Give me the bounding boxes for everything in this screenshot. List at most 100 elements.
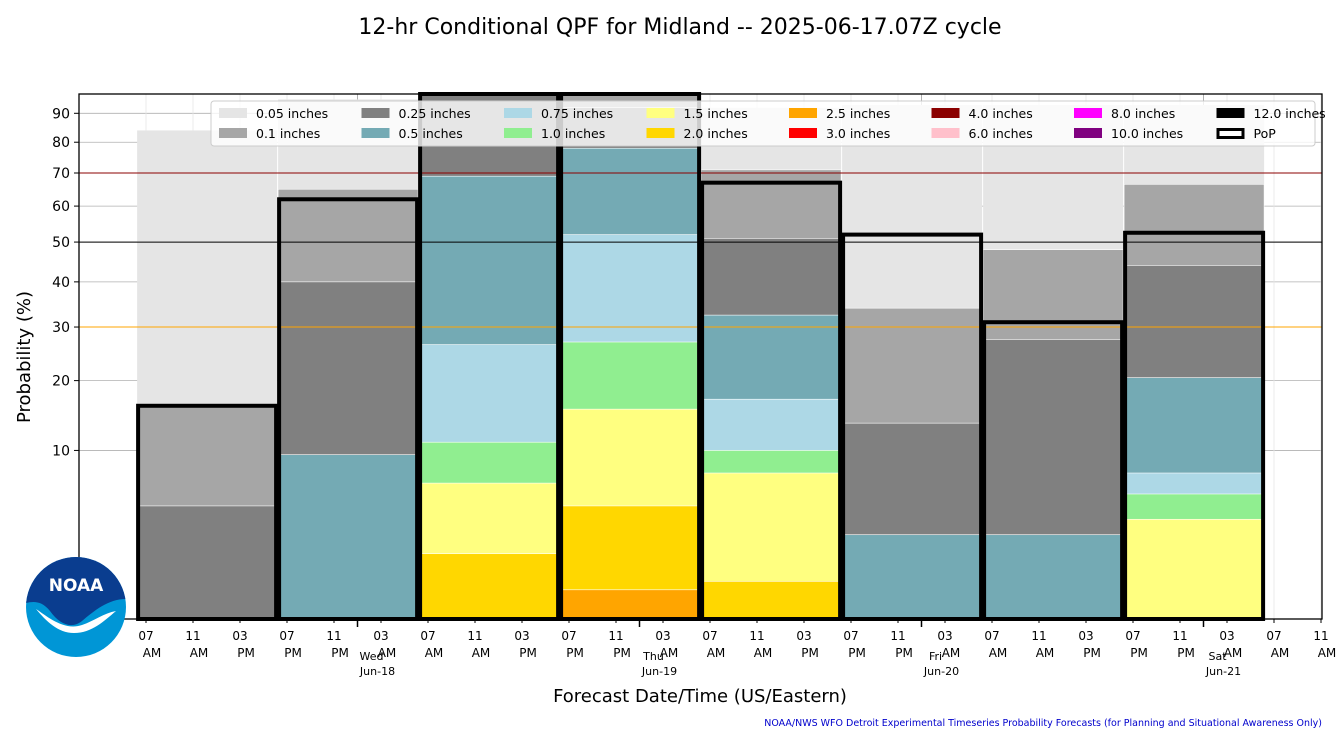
x-tick-hour: 03 (232, 629, 247, 643)
x-tick-hour: 11 (890, 629, 905, 643)
x-tick-hour: 07 (561, 629, 576, 643)
legend-swatch-pop (1216, 128, 1245, 139)
bar-period-3-exceed-2p0 (418, 553, 560, 620)
legend-swatch (1216, 108, 1245, 118)
legend-label: 1.5 inches (684, 106, 748, 121)
legend-label: 2.0 inches (684, 126, 748, 141)
x-tick-hour: 11 (1172, 629, 1187, 643)
x-tick-ampm: AM (190, 646, 209, 660)
x-tick-hour: 03 (514, 629, 529, 643)
x-day-name: Thu (642, 650, 664, 663)
plot-frame (78, 93, 1323, 620)
x-day-date: Jun-18 (359, 665, 395, 678)
x-tick-ampm: AM (1224, 646, 1243, 660)
x-tick-ampm: PM (613, 646, 631, 660)
x-tick-ampm: AM (660, 646, 679, 660)
logo-text: NOAA (49, 576, 104, 596)
legend-swatch (646, 128, 675, 138)
x-tick-ampm: AM (942, 646, 961, 660)
bar-period-6-exceed-0p5 (841, 534, 983, 620)
x-tick-ampm: AM (143, 646, 162, 660)
x-tick-ampm: PM (331, 646, 349, 660)
legend-label: 8.0 inches (1111, 106, 1175, 121)
x-tick-hour: 07 (1125, 629, 1140, 643)
legend-label: 2.5 inches (826, 106, 890, 121)
legend-label: 12.0 inches (1254, 106, 1326, 121)
legend-label: 0.5 inches (399, 126, 463, 141)
x-day-name: Wed (360, 650, 384, 663)
logo-gull (36, 609, 116, 633)
x-tick-ampm: PM (284, 646, 302, 660)
x-tick-hour: 07 (279, 629, 294, 643)
x-tick-ampm: AM (378, 646, 397, 660)
legend-label: 3.0 inches (826, 126, 890, 141)
x-tick-ampm: PM (566, 646, 584, 660)
bar-period-4-exceed-2p5 (559, 589, 701, 620)
legend-swatch (361, 128, 390, 138)
x-tick-hour: 07 (420, 629, 435, 643)
x-tick-ampm: PM (1130, 646, 1148, 660)
x-tick-ampm: PM (1083, 646, 1101, 660)
legend-swatch (1074, 108, 1102, 118)
x-tick-ampm: PM (1177, 646, 1195, 660)
x-tick-ampm: AM (472, 646, 491, 660)
x-day-name: Sat (1208, 650, 1227, 663)
y-tick-label: 20 (52, 374, 70, 390)
legend: 0.05 inches 0.1 inches 0.25 inches 0.5 inch… (210, 100, 1326, 147)
legend-swatch (504, 128, 532, 138)
legend-swatch (789, 108, 817, 118)
y-tick-label: 90 (52, 106, 70, 122)
x-tick-ampm: AM (754, 646, 773, 660)
x-tick-hour: 07 (984, 629, 999, 643)
x-tick-hour: 03 (1219, 629, 1234, 643)
x-tick-ampm: AM (1271, 646, 1290, 660)
x-tick-ampm: PM (237, 646, 255, 660)
legend-label: 10.0 inches (1111, 126, 1183, 141)
legend-label: 6.0 inches (969, 126, 1033, 141)
x-day-date: Jun-19 (641, 665, 677, 678)
bar-period-2-exceed-0p5 (277, 454, 419, 620)
legend-box (210, 100, 1316, 147)
x-tick-ampm: AM (425, 646, 444, 660)
legend-swatch (789, 128, 817, 138)
bar-period-8-exceed-1p5 (1123, 518, 1265, 620)
x-tick-hour: 11 (467, 629, 482, 643)
y-axis-ticks: 10 20 30 40 50 60 70 80 90 (52, 106, 79, 459)
x-tick-hour: 11 (326, 629, 341, 643)
y-axis-label: Probability (%) (14, 291, 35, 423)
y-tick-label: 80 (52, 135, 70, 151)
y-tick-label: 30 (52, 320, 70, 336)
x-tick-hour: 11 (608, 629, 623, 643)
legend-label: 0.05 inches (256, 106, 328, 121)
y-tick-label: 50 (52, 235, 70, 251)
x-tick-hour: 11 (1313, 629, 1328, 643)
x-tick-hour: 11 (749, 629, 764, 643)
chart-title: 12-hr Conditional QPF for Midland -- 202… (358, 15, 1001, 40)
x-day-name: Fri (929, 650, 942, 663)
x-tick-ampm: AM (707, 646, 726, 660)
bar-period-5-exceed-2p0 (700, 581, 842, 620)
x-tick-ampm: AM (989, 646, 1008, 660)
x-tick-hour: 03 (373, 629, 388, 643)
x-tick-ampm: AM (1036, 646, 1055, 660)
legend-swatch (931, 128, 960, 138)
x-tick-ampm: PM (519, 646, 537, 660)
x-tick-hour: 07 (843, 629, 858, 643)
legend-label: 0.1 inches (256, 126, 320, 141)
logo-top-half (26, 557, 126, 626)
noaa-logo: NOAA (26, 557, 126, 657)
x-tick-ampm: PM (895, 646, 913, 660)
x-day-date: Jun-20 (923, 665, 959, 678)
bar-period-7-exceed-0p5 (982, 534, 1124, 620)
bars (136, 93, 1265, 620)
x-tick-hour: 07 (1266, 629, 1281, 643)
legend-swatch (504, 108, 532, 118)
credit-line: NOAA/NWS WFO Detroit Experimental Timese… (764, 718, 1322, 729)
x-tick-ampm: PM (801, 646, 819, 660)
x-tick-hour: 11 (1031, 629, 1046, 643)
legend-label: 0.25 inches (399, 106, 471, 121)
legend-swatch (361, 108, 390, 118)
x-tick-hour: 03 (796, 629, 811, 643)
x-day-date: Jun-21 (1205, 665, 1241, 678)
